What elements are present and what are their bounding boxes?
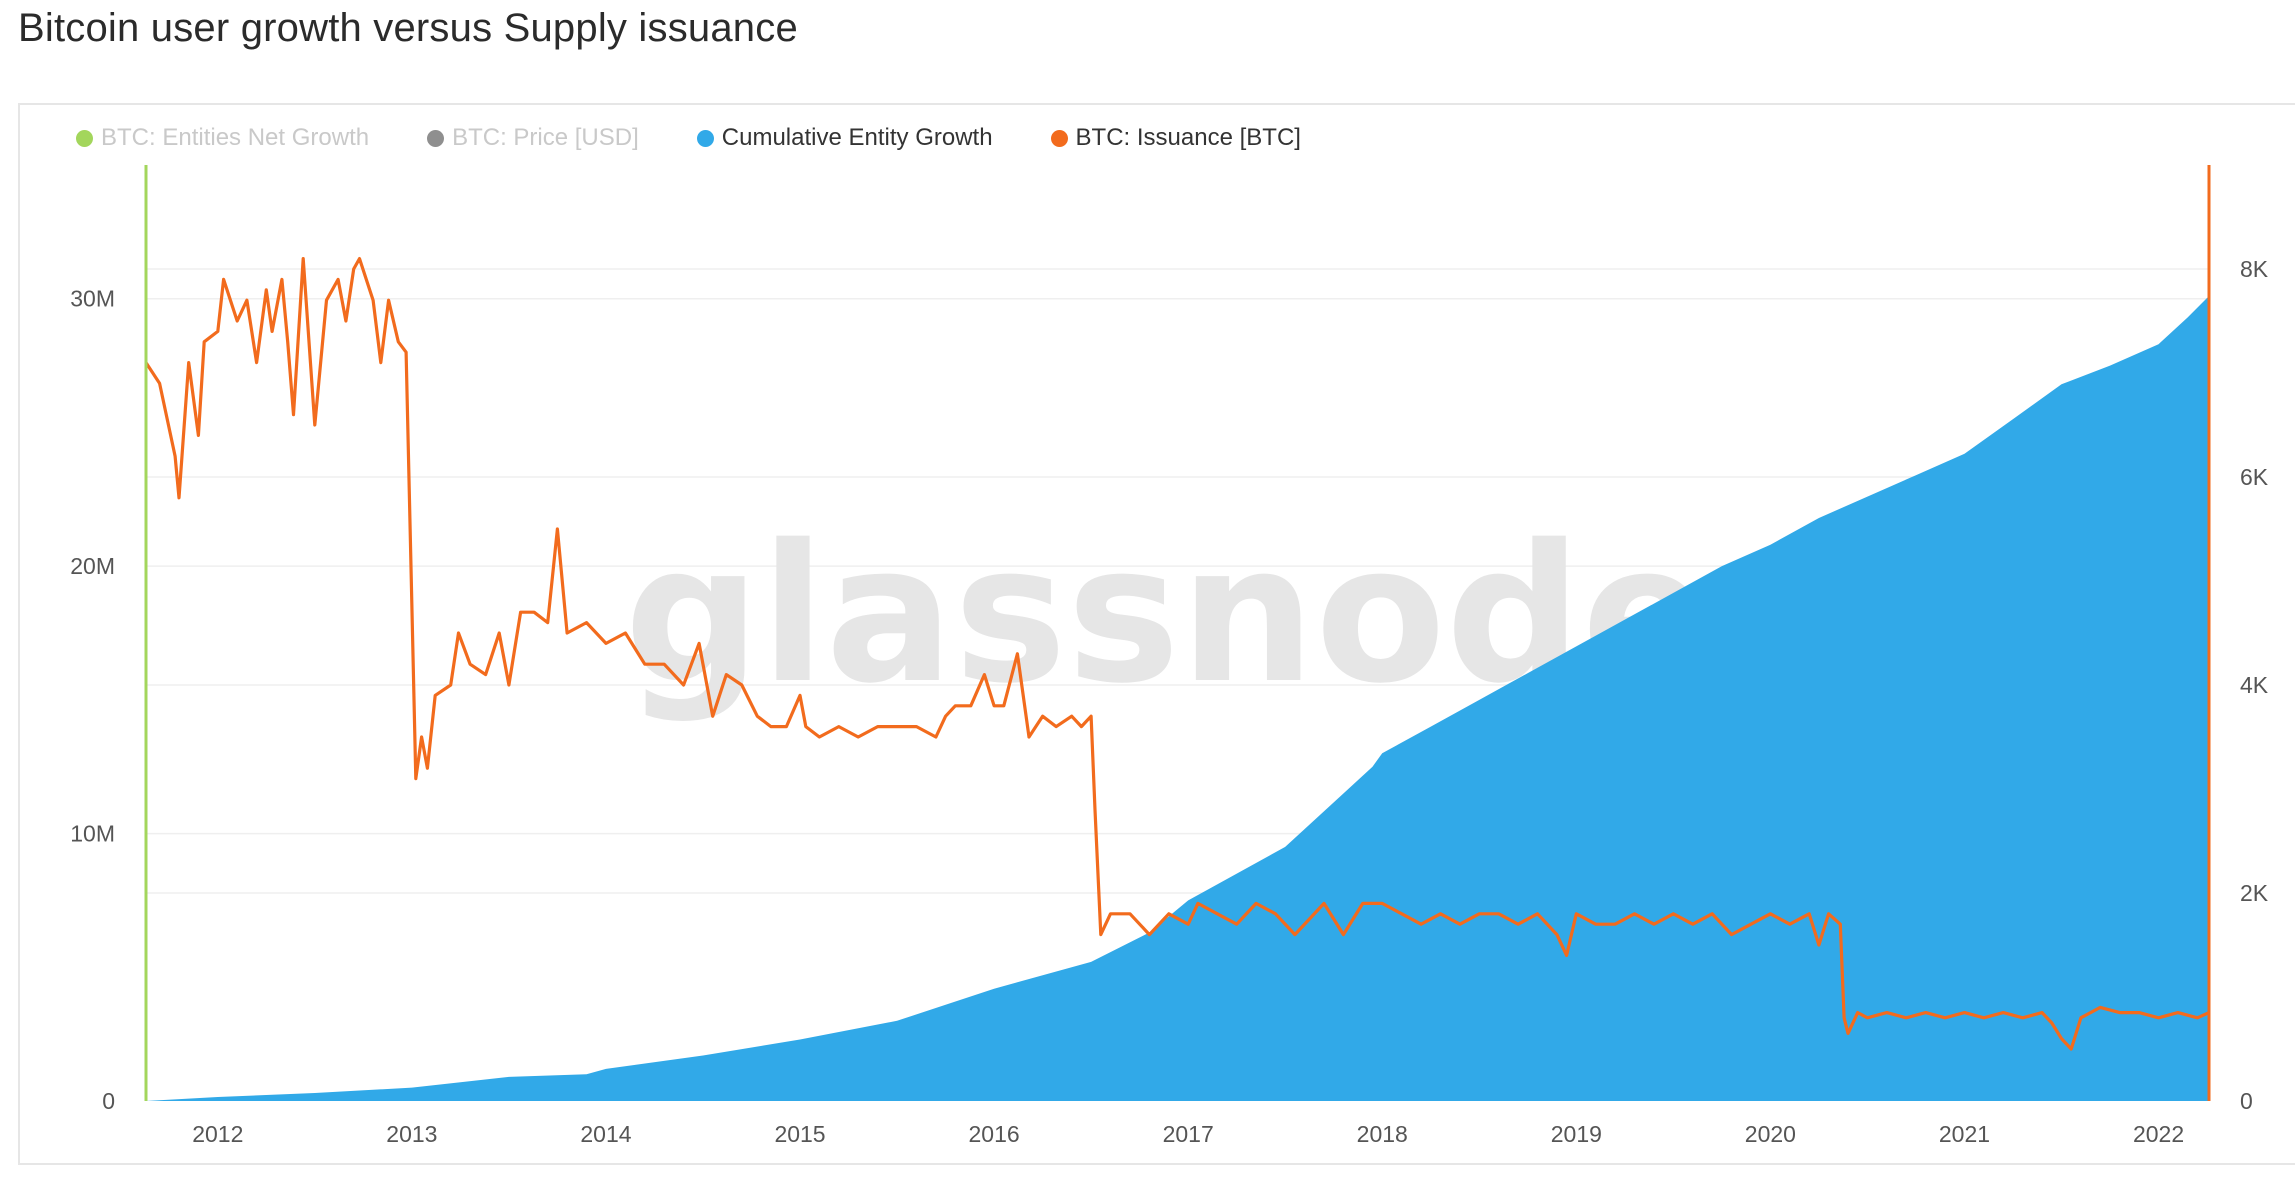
y-right-tick-label: 2K: [2240, 880, 2269, 906]
y-right-tick-label: 4K: [2240, 672, 2269, 698]
legend-label: BTC: Issuance [BTC]: [1075, 124, 1301, 151]
x-tick-label: 2013: [386, 1121, 437, 1147]
series-area-cumulative-entity-growth: [146, 296, 2209, 1101]
x-tick-label: 2019: [1551, 1121, 1602, 1147]
x-tick-label: 2015: [774, 1121, 825, 1147]
x-tick-label: 2016: [969, 1121, 1020, 1147]
y-right-tick-label: 6K: [2240, 464, 2269, 490]
y-right-tick-label: 0: [2240, 1088, 2253, 1114]
legend-item-cumulative-entity-growth[interactable]: Cumulative Entity Growth: [696, 124, 993, 152]
x-tick-label: 2020: [1745, 1121, 1796, 1147]
y-left-tick-label: 30M: [70, 286, 115, 312]
x-tick-label: 2017: [1163, 1121, 1214, 1147]
x-tick-label: 2021: [1939, 1121, 1990, 1147]
legend-item-entities-net-growth[interactable]: BTC: Entities Net Growth: [76, 124, 369, 152]
legend-label: Cumulative Entity Growth: [721, 124, 993, 151]
legend-label: BTC: Entities Net Growth: [101, 124, 370, 151]
legend-dot-icon: [427, 129, 445, 147]
y-left-tick-label: 10M: [70, 821, 115, 847]
x-tick-label: 2014: [580, 1121, 631, 1147]
x-tick-label: 2018: [1357, 1121, 1408, 1147]
legend-dot-icon: [76, 129, 93, 147]
y-left-tick-label: 20M: [70, 553, 115, 579]
y-left-tick-label: 0: [102, 1088, 115, 1114]
chart-legend: BTC: Entities Net Growth BTC: Price [USD…: [76, 124, 1301, 152]
x-tick-label: 2022: [2133, 1121, 2184, 1147]
legend-dot-icon: [1050, 129, 1068, 147]
x-tick-label: 2012: [192, 1121, 243, 1147]
page-title: Bitcoin user growth versus Supply issuan…: [18, 6, 798, 50]
series-line-issuance: [144, 257, 2210, 1051]
y-right-tick-label: 8K: [2240, 256, 2269, 282]
legend-item-issuance[interactable]: BTC: Issuance [BTC]: [1050, 124, 1301, 152]
legend-dot-icon: [696, 129, 714, 147]
legend-label: BTC: Price [USD]: [452, 124, 639, 151]
legend-item-price[interactable]: BTC: Price [USD]: [427, 124, 639, 152]
